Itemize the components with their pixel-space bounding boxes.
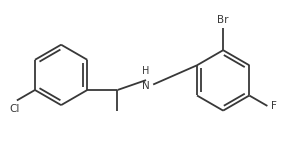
Text: F: F bbox=[271, 101, 277, 111]
Text: Cl: Cl bbox=[9, 104, 20, 114]
Text: N: N bbox=[142, 81, 150, 91]
Text: Br: Br bbox=[217, 16, 229, 26]
Text: H: H bbox=[142, 66, 150, 76]
